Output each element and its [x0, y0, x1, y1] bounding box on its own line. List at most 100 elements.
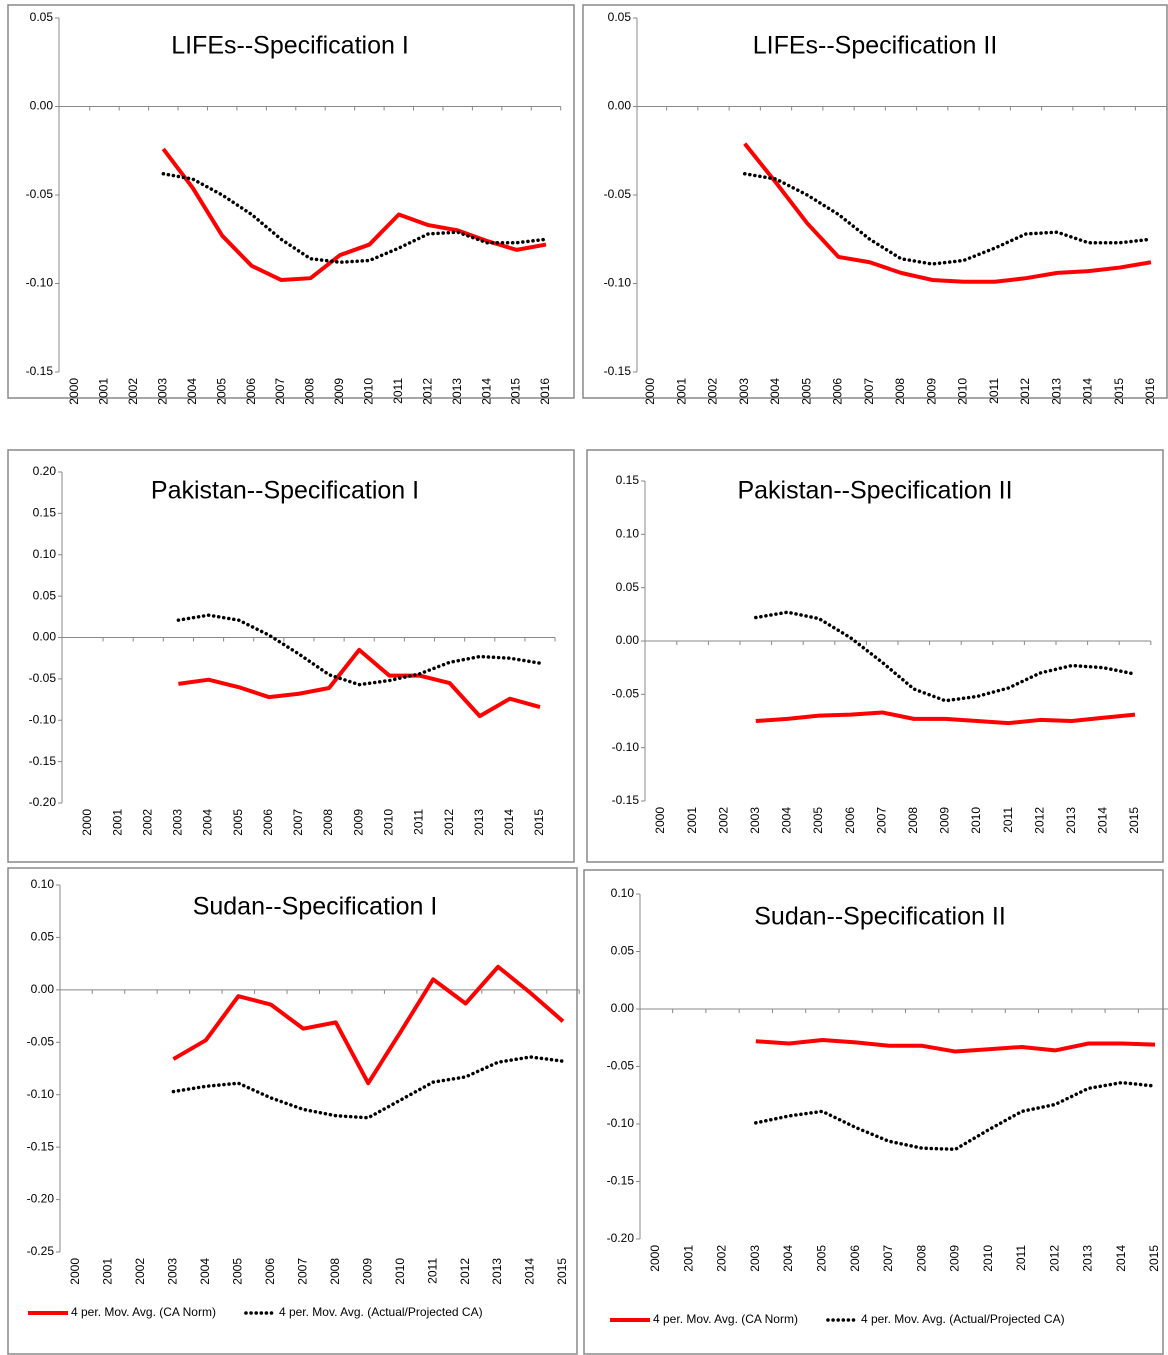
y-tick-label: 0.05: [33, 588, 57, 602]
x-tick-label: 2012: [458, 1258, 472, 1285]
y-tick-label: 0.00: [33, 630, 57, 644]
series-line: [161, 147, 547, 282]
y-tick-label: -0.05: [29, 671, 57, 685]
y-tick-label: -0.10: [612, 740, 640, 754]
x-tick-label: 2010: [393, 1258, 407, 1285]
y-tick-label: 0.05: [611, 944, 635, 958]
x-tick-label: 2008: [906, 807, 920, 834]
panel-border: [7, 449, 575, 863]
x-tick-label: 2010: [981, 1245, 995, 1272]
y-tick-label: -0.20: [607, 1231, 635, 1245]
x-tick-label: 2009: [924, 378, 938, 405]
x-tick-label: 2011: [1014, 1245, 1028, 1271]
y-tick-label: -0.10: [26, 276, 54, 290]
x-tick-label: 2012: [442, 809, 456, 836]
x-tick-label: 2003: [166, 1258, 180, 1285]
x-tick-label: 2005: [231, 1258, 245, 1285]
x-tick-label: 2010: [956, 378, 970, 405]
series-line: [172, 964, 565, 1086]
x-tick-label: 2012: [1047, 1245, 1061, 1272]
x-tick-label: 2015: [509, 378, 523, 405]
y-tick-label: -0.05: [604, 187, 632, 201]
x-tick-label: 2001: [685, 807, 699, 834]
x-tick-label: 2012: [420, 378, 434, 405]
x-tick-label: 2014: [523, 1258, 537, 1285]
x-tick-label: 2006: [261, 809, 275, 836]
series-line: [176, 613, 542, 687]
x-tick-label: 2001: [681, 1245, 695, 1272]
x-tick-label: 2015: [1127, 807, 1141, 834]
y-tick-label: -0.10: [29, 712, 57, 726]
x-tick-label: 2008: [321, 809, 335, 836]
y-tick-label: 0.20: [33, 464, 57, 478]
x-tick-label: 2005: [799, 378, 813, 405]
y-tick-label: 0.15: [33, 506, 57, 520]
x-tick-label: 2014: [1081, 378, 1095, 405]
chart-title: Pakistan--Specification II: [737, 477, 1012, 505]
x-tick-label: 2003: [155, 378, 169, 405]
chart-panel: Pakistan--Specification II -0.15 -0.10 -0.0…: [586, 449, 1164, 863]
y-tick-label: -0.15: [29, 754, 57, 768]
legend-label: 4 per. Mov. Avg. (CA Norm): [71, 1305, 216, 1319]
y-tick-label: 0.10: [31, 877, 55, 891]
y-tick-label: -0.15: [26, 364, 54, 378]
y-tick-label: -0.20: [29, 795, 57, 809]
x-tick-label: 2002: [706, 378, 720, 405]
x-tick-label: 2003: [737, 378, 751, 405]
y-tick-label: 0.10: [611, 886, 635, 900]
y-tick-label: -0.15: [604, 364, 632, 378]
x-tick-label: 2012: [1018, 378, 1032, 405]
x-tick-label: 2011: [987, 378, 1001, 404]
x-tick-label: 2004: [185, 378, 199, 405]
x-tick-label: 2016: [538, 378, 552, 405]
series-line: [754, 1080, 1157, 1152]
x-tick-label: 2008: [914, 1245, 928, 1272]
x-tick-label: 2015: [1147, 1245, 1161, 1272]
x-tick-label: 2013: [450, 378, 464, 405]
series-line: [755, 1038, 1156, 1054]
x-tick-label: 2009: [948, 1245, 962, 1272]
x-tick-label: 2003: [748, 807, 762, 834]
x-tick-label: 2008: [303, 378, 317, 405]
y-tick-label: -0.05: [612, 687, 640, 701]
x-tick-label: 2012: [1032, 807, 1046, 834]
chart-panel: LIFEs--Specification I -0.15 -0.10 -0.05 0.0…: [7, 4, 575, 405]
y-tick-label: 0.00: [616, 633, 640, 647]
series-line: [743, 172, 1153, 266]
x-tick-label: 2006: [848, 1245, 862, 1272]
x-tick-label: 2010: [362, 378, 376, 405]
panel-border: [583, 869, 1164, 1355]
y-tick-label: 0.05: [31, 930, 55, 944]
x-tick-label: 2009: [351, 809, 365, 836]
x-tick-label: 2006: [263, 1258, 277, 1285]
chart-title: Sudan--Specification I: [193, 893, 438, 921]
x-tick-label: 2009: [360, 1258, 374, 1285]
y-tick-label: 0.10: [33, 547, 57, 561]
series-line: [743, 142, 1152, 284]
x-tick-label: 2006: [831, 378, 845, 405]
chart-title: Pakistan--Specification I: [151, 477, 419, 505]
x-tick-label: 2004: [201, 809, 215, 836]
x-tick-label: 2006: [843, 807, 857, 834]
chart-title: LIFEs--Specification II: [753, 32, 998, 60]
x-tick-label: 2000: [653, 807, 667, 834]
x-tick-label: 2004: [781, 1245, 795, 1272]
x-tick-label: 2000: [648, 1245, 662, 1272]
y-tick-label: 0.05: [30, 10, 54, 24]
y-tick-label: 0.00: [30, 99, 54, 113]
x-tick-label: 2008: [893, 378, 907, 405]
x-tick-label: 2013: [490, 1258, 504, 1285]
x-tick-label: 2015: [555, 1258, 569, 1285]
x-tick-label: 2002: [716, 807, 730, 834]
x-tick-label: 2013: [1049, 378, 1063, 405]
y-tick-label: -0.05: [26, 187, 54, 201]
x-tick-label: 2001: [110, 809, 124, 836]
x-tick-label: 2014: [1096, 807, 1110, 834]
x-tick-label: 2004: [780, 807, 794, 834]
x-tick-label: 2007: [273, 378, 287, 405]
x-tick-label: 2005: [231, 809, 245, 836]
x-tick-label: 2016: [1143, 378, 1157, 405]
y-tick-label: -0.15: [27, 1139, 55, 1153]
x-tick-label: 2002: [715, 1245, 729, 1272]
